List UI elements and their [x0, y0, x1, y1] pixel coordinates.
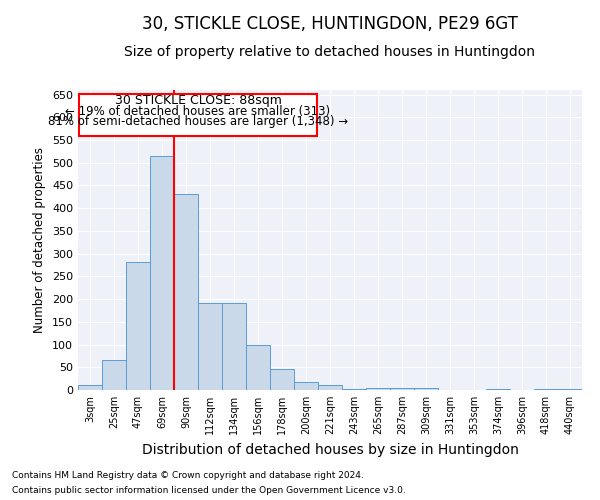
Bar	[174, 194, 198, 390]
Bar	[294, 382, 318, 390]
Bar	[102, 360, 126, 390]
Bar	[534, 388, 558, 390]
Bar	[79, 94, 317, 136]
Text: 30 STICKLE CLOSE: 88sqm: 30 STICKLE CLOSE: 88sqm	[115, 94, 281, 108]
Text: Contains HM Land Registry data © Crown copyright and database right 2024.: Contains HM Land Registry data © Crown c…	[12, 471, 364, 480]
Bar	[486, 388, 510, 390]
Bar	[150, 156, 174, 390]
Bar	[222, 302, 246, 390]
Bar	[126, 262, 150, 390]
Bar	[246, 344, 270, 390]
Text: ← 19% of detached houses are smaller (313): ← 19% of detached houses are smaller (31…	[65, 105, 331, 118]
Y-axis label: Number of detached properties: Number of detached properties	[34, 147, 46, 333]
Text: Size of property relative to detached houses in Huntingdon: Size of property relative to detached ho…	[125, 45, 536, 59]
Bar	[270, 369, 294, 390]
Text: 30, STICKLE CLOSE, HUNTINGDON, PE29 6GT: 30, STICKLE CLOSE, HUNTINGDON, PE29 6GT	[142, 15, 518, 33]
Bar	[342, 389, 366, 390]
Bar	[198, 302, 222, 390]
Text: Contains public sector information licensed under the Open Government Licence v3: Contains public sector information licen…	[12, 486, 406, 495]
Bar	[318, 386, 342, 390]
X-axis label: Distribution of detached houses by size in Huntingdon: Distribution of detached houses by size …	[142, 442, 518, 456]
Bar	[78, 386, 102, 390]
Bar	[414, 388, 438, 390]
Bar	[366, 388, 390, 390]
Text: 81% of semi-detached houses are larger (1,348) →: 81% of semi-detached houses are larger (…	[48, 116, 348, 128]
Bar	[390, 388, 414, 390]
Bar	[558, 389, 582, 390]
